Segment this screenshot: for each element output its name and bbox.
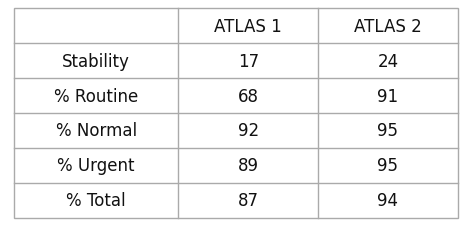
Text: 95: 95 [378, 157, 398, 175]
Text: 89: 89 [238, 157, 259, 175]
Text: % Urgent: % Urgent [58, 157, 135, 175]
Text: Stability: Stability [62, 52, 130, 70]
Text: 95: 95 [378, 122, 398, 140]
Text: 68: 68 [238, 87, 259, 105]
Text: 92: 92 [237, 122, 259, 140]
Text: ATLAS 2: ATLAS 2 [354, 17, 422, 35]
Text: % Normal: % Normal [56, 122, 137, 140]
Text: 17: 17 [237, 52, 259, 70]
Text: 87: 87 [238, 192, 259, 210]
Text: % Routine: % Routine [54, 87, 138, 105]
Text: ATLAS 1: ATLAS 1 [214, 17, 282, 35]
Text: 94: 94 [378, 192, 398, 210]
Text: 24: 24 [378, 52, 398, 70]
Text: 91: 91 [378, 87, 398, 105]
Text: % Total: % Total [67, 192, 126, 210]
